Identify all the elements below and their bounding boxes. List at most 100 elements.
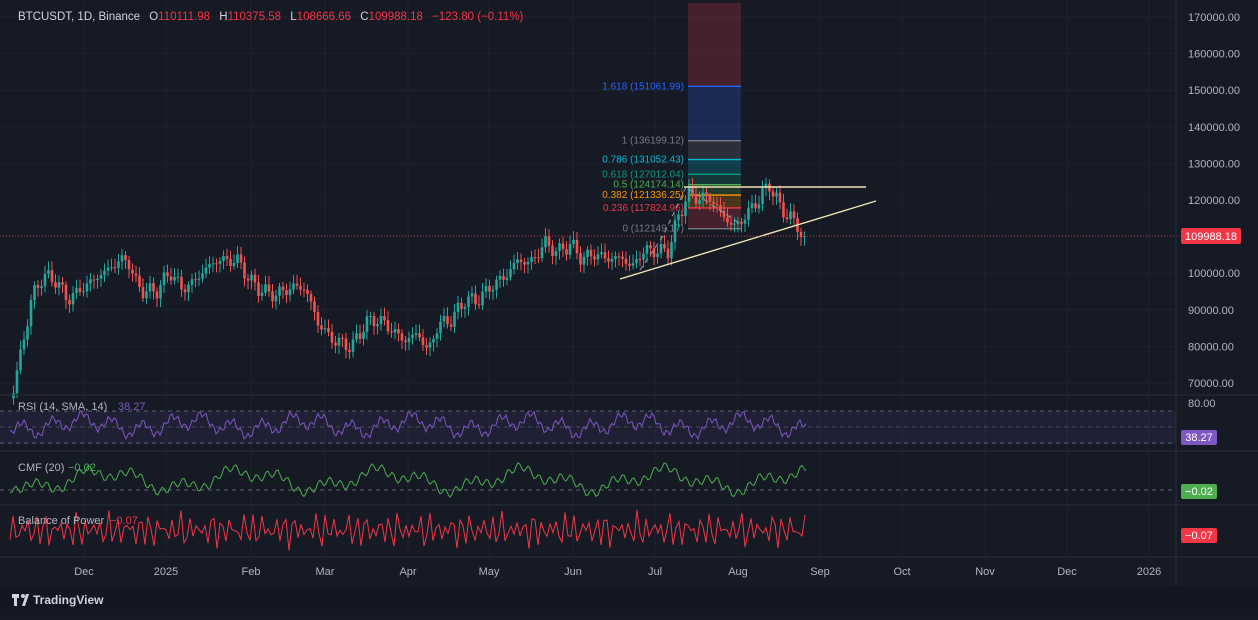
candle-body xyxy=(579,253,582,265)
cmf-legend[interactable]: CMF (20) −0.02 xyxy=(18,462,96,474)
bop-legend-label: Balance of Power xyxy=(18,515,105,527)
candle-body xyxy=(162,272,166,286)
candle-body xyxy=(386,320,390,332)
candle-body xyxy=(334,342,337,346)
candle-body xyxy=(362,331,365,339)
candle-body xyxy=(425,345,428,348)
candle-body xyxy=(757,204,761,209)
candle-body xyxy=(642,253,645,260)
candle-body xyxy=(740,221,743,224)
candle-body xyxy=(705,192,708,197)
price-axis-tick: 100000.00 xyxy=(1188,268,1240,280)
candle-body xyxy=(502,276,505,280)
trend-drawings[interactable] xyxy=(619,186,877,280)
candle-body xyxy=(446,315,449,325)
candle-body xyxy=(470,293,474,297)
candle-body xyxy=(99,275,103,279)
price-axis-tick: 170000.00 xyxy=(1188,12,1240,24)
candle-body xyxy=(600,252,603,255)
candle-body xyxy=(176,276,180,278)
candle-body xyxy=(614,256,617,259)
price-axis-tick: 70000.00 xyxy=(1188,378,1234,390)
rsi-axis-value: 38.27 xyxy=(1185,432,1213,444)
candle-body xyxy=(467,296,470,307)
fib-extension[interactable]: 1.618 (151061.99) 1 (136199.12) 0.786 (131… xyxy=(602,3,741,235)
price-axis-tick: 80000.00 xyxy=(1188,341,1234,353)
candle-body xyxy=(537,257,540,259)
candle-body xyxy=(341,337,344,339)
candle-body xyxy=(85,283,89,292)
candle-body xyxy=(201,273,204,279)
candle-body xyxy=(208,264,211,268)
candle-body xyxy=(92,279,96,281)
cmf-legend-value: −0.02 xyxy=(68,462,96,474)
candle-body xyxy=(463,306,467,309)
candle-body xyxy=(460,302,463,309)
candle-body xyxy=(474,293,477,305)
candle-body xyxy=(523,262,526,265)
close-value: 109988.18 xyxy=(369,11,423,23)
candle-body xyxy=(432,338,435,343)
fib-zone xyxy=(688,159,741,175)
candle-body xyxy=(488,285,491,292)
rsi-panel[interactable] xyxy=(0,409,1176,444)
projection-path[interactable] xyxy=(639,186,743,271)
candle-body xyxy=(652,248,656,258)
candle-body xyxy=(309,293,313,302)
candle-body xyxy=(320,325,323,330)
ascending-trendline[interactable] xyxy=(619,200,877,280)
rsi-legend[interactable]: RSI (14, SMA, 14) 38.27 xyxy=(18,401,146,413)
candle-body xyxy=(610,258,614,262)
cmf-panel[interactable] xyxy=(0,462,1176,498)
candle-body xyxy=(278,286,281,296)
time-axis-label: Jun xyxy=(564,566,582,578)
candle-body xyxy=(782,202,785,218)
candle-body xyxy=(439,321,442,334)
candle-body xyxy=(421,337,425,346)
candle-body xyxy=(789,211,792,220)
fib-level-label: 0.5 (124174.14) xyxy=(613,180,684,191)
candle-body xyxy=(687,186,691,202)
candle-body xyxy=(110,267,113,269)
bop-panel[interactable] xyxy=(9,509,806,551)
candle-body xyxy=(747,207,750,220)
candle-body xyxy=(169,276,173,281)
candle-body xyxy=(148,283,152,292)
candle-body xyxy=(540,247,544,258)
candle-body xyxy=(166,272,169,277)
candle-body xyxy=(82,291,85,293)
time-axis-label: Sep xyxy=(810,566,830,578)
candle-body xyxy=(246,278,250,281)
candle-body xyxy=(666,248,670,259)
candle-body xyxy=(656,253,659,258)
price-series[interactable] xyxy=(12,177,806,405)
time-axis[interactable]: Dec 2025 Feb Mar Apr May Jun Jul Aug Sep Oct Nov Dec… xyxy=(74,566,1161,578)
candle-body xyxy=(197,278,201,280)
fib-level-label: 1 (136199.12) xyxy=(622,136,684,147)
high-label: H xyxy=(219,11,227,23)
bop-legend[interactable]: Balance of Power −0.07 xyxy=(18,515,138,527)
candle-body xyxy=(134,273,138,276)
candle-body xyxy=(565,249,568,255)
tradingview-logo-icon[interactable] xyxy=(12,594,29,606)
candle-body xyxy=(299,285,302,290)
candle-body xyxy=(239,254,243,263)
candle-body xyxy=(344,338,348,350)
candle-body xyxy=(369,316,372,318)
candle-body xyxy=(617,256,621,258)
candle-body xyxy=(568,243,572,255)
candle-body xyxy=(694,193,698,204)
candle-body xyxy=(327,328,330,332)
candle-body xyxy=(89,279,92,284)
rsi-legend-value: 38.27 xyxy=(118,401,146,413)
price-axis-tick: 160000.00 xyxy=(1188,49,1240,61)
symbol-legend[interactable]: BTCUSDT, 1D, Binance O110111.98 H110375.… xyxy=(18,11,524,23)
candle-body xyxy=(264,284,267,293)
fib-zone xyxy=(688,174,741,185)
candle-body xyxy=(40,286,43,289)
candle-body xyxy=(383,315,386,321)
candle-body xyxy=(596,254,600,260)
price-axis-tick: 150000.00 xyxy=(1188,85,1240,97)
candle-body xyxy=(456,302,460,312)
